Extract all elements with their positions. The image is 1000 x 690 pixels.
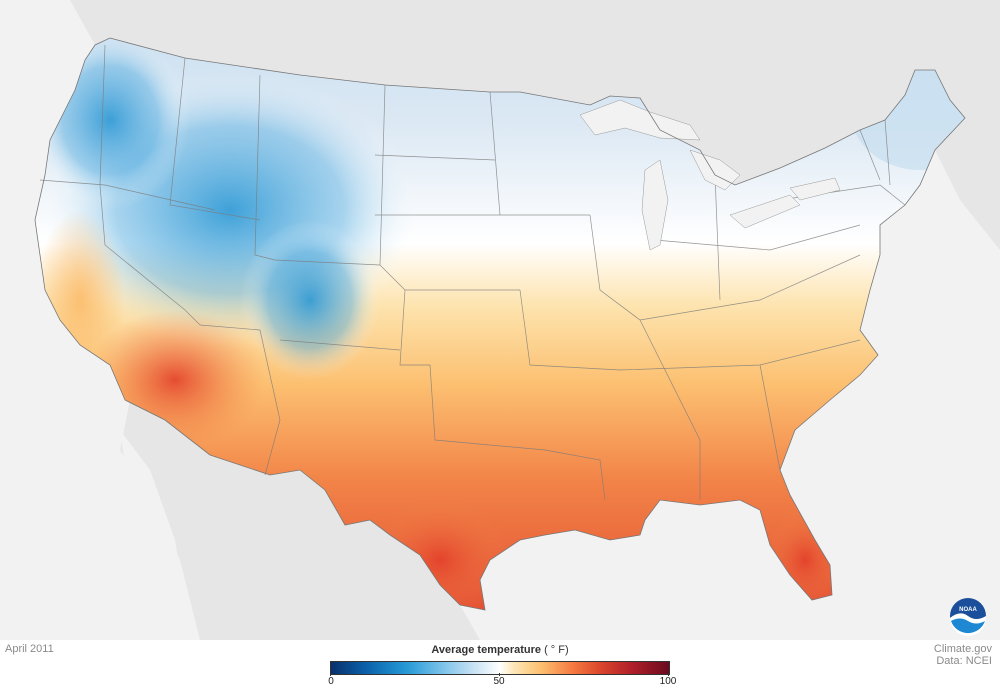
- date-label: April 2011: [5, 643, 54, 655]
- map-canvas: NOAA: [0, 0, 1000, 640]
- credit-data: Data: NCEI: [936, 655, 992, 667]
- legend-tick-mark: [668, 673, 669, 676]
- legend-title: Average temperature ( ° F): [330, 644, 670, 656]
- legend-tick-50: 50: [493, 676, 505, 687]
- legend-title-text: Average temperature: [431, 644, 541, 656]
- legend-tick-0: 0: [328, 676, 334, 687]
- legend-tick-mark: [499, 673, 500, 676]
- legend-unit: ( ° F): [544, 644, 569, 656]
- neighboring-land: [60, 0, 1000, 640]
- noaa-logo-icon: NOAA: [950, 598, 986, 636]
- credit-source: Climate.gov: [933, 643, 992, 655]
- temperature-map: [34, 0, 1000, 640]
- legend-tick-mark: [330, 673, 331, 676]
- state-borders: [39, 44, 906, 501]
- legend-tick-100: 100: [659, 676, 677, 687]
- noaa-logo-text: NOAA: [959, 607, 977, 613]
- footer: April 2011 Average temperature ( ° F) 0 …: [0, 640, 1000, 690]
- great-lakes: [579, 99, 841, 251]
- legend-color-bar: [330, 661, 670, 675]
